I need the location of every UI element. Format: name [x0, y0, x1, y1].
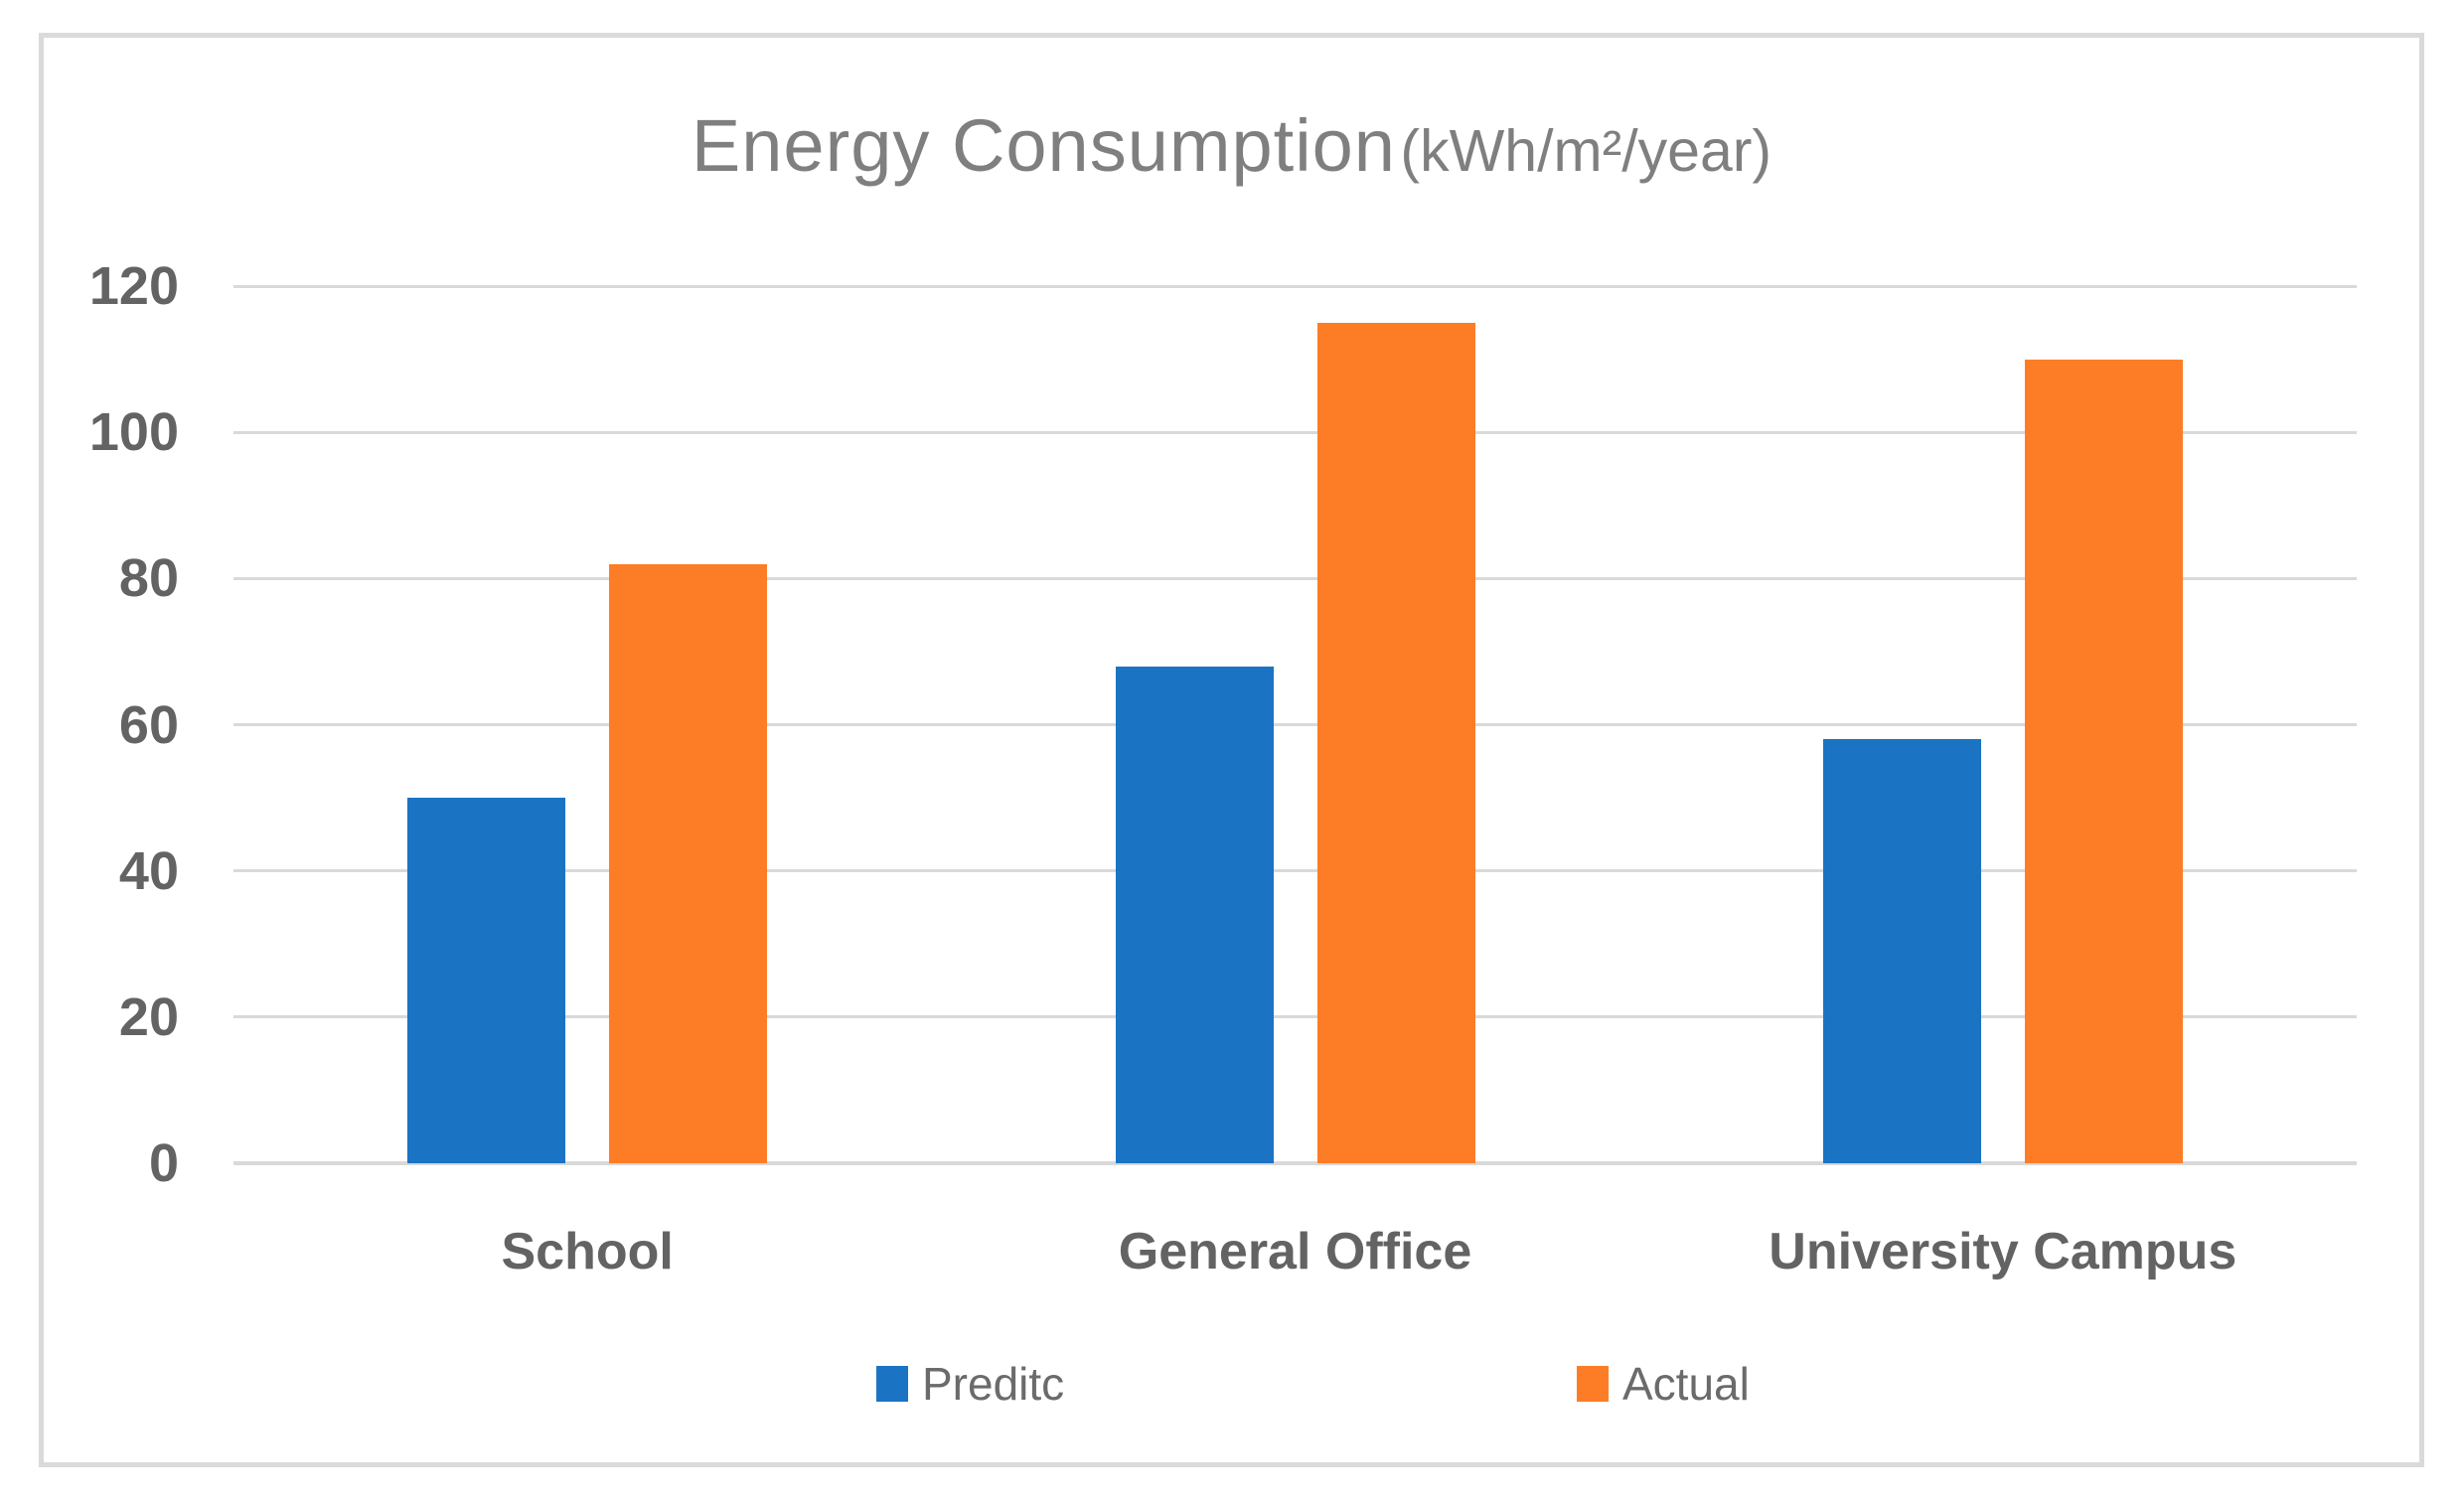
- y-tick-label-100: 100: [88, 402, 179, 463]
- bar-preditc-general-office: [1115, 666, 1274, 1163]
- x-axis-label-university-campus: University Campus: [1769, 1223, 2237, 1280]
- x-axis-label-general-office: General Office: [1118, 1223, 1472, 1280]
- bar-preditc-university-campus: [1822, 739, 1981, 1163]
- legend-item-actual: Actual: [1577, 1357, 1750, 1411]
- legend-label-preditc: Preditc: [922, 1358, 1065, 1410]
- gridline-100: [233, 430, 2357, 434]
- legend-item-preditc: Preditc: [876, 1357, 1064, 1411]
- chart-title: Energy Consumption (kWh/m²/year): [44, 103, 2419, 188]
- chart-frame: Energy Consumption (kWh/m²/year) 0 20 40 60…: [39, 33, 2424, 1467]
- y-tick-label-40: 40: [118, 840, 179, 901]
- gridline-40: [233, 869, 2357, 873]
- y-tick-label-60: 60: [118, 694, 179, 755]
- y-tick-label-0: 0: [148, 1133, 179, 1193]
- chart-title-units: (kWh/m²/year): [1400, 118, 1772, 184]
- plot-area: [233, 284, 2357, 1165]
- gridline-120: [233, 284, 2357, 288]
- gridline-60: [233, 723, 2357, 726]
- legend-label-actual: Actual: [1622, 1358, 1750, 1410]
- bar-actual-school: [609, 563, 768, 1163]
- bar-actual-university-campus: [2024, 359, 2183, 1163]
- gridline-0: [233, 1161, 2357, 1165]
- y-tick-label-120: 120: [88, 256, 179, 316]
- x-axis-label-school: School: [501, 1223, 674, 1280]
- legend-swatch-actual: [1577, 1366, 1609, 1402]
- bar-actual-general-office: [1316, 322, 1475, 1163]
- y-tick-label-20: 20: [118, 986, 179, 1047]
- gridline-20: [233, 1015, 2357, 1019]
- gridline-80: [233, 576, 2357, 580]
- y-tick-label-80: 80: [118, 548, 179, 609]
- legend-swatch-preditc: [876, 1366, 908, 1402]
- bar-preditc-school: [407, 798, 566, 1163]
- chart-title-text: Energy Consumption: [691, 104, 1396, 187]
- legend: Preditc Actual: [44, 1357, 2419, 1427]
